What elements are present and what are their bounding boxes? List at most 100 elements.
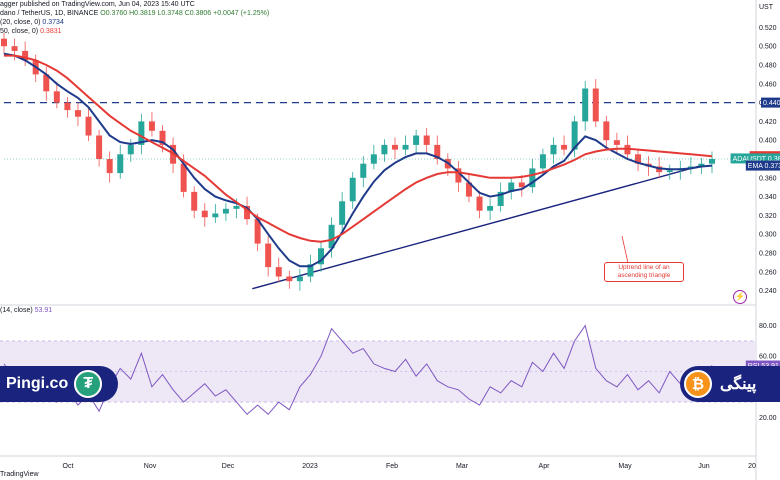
candle-body — [603, 121, 610, 141]
rsi-line — [3, 324, 713, 416]
trendline-annotation: Uptrend line of an ascending triangle — [604, 262, 684, 282]
candle-body — [222, 208, 229, 214]
candle-body — [709, 159, 715, 164]
price-tick-label: 0.240 — [759, 288, 777, 295]
candle-body — [582, 88, 589, 122]
price-tick-label: 0.460 — [759, 81, 777, 88]
candle-body — [539, 154, 546, 169]
price-tick-label: 0.520 — [759, 25, 777, 32]
candle-body — [74, 110, 81, 117]
time-axis-label: Dec — [222, 463, 235, 470]
candle-body — [360, 163, 367, 178]
candle-body — [201, 210, 208, 218]
price-tick-label: 0.260 — [759, 269, 777, 276]
candle-body — [635, 154, 642, 164]
time-axis-label: Oct — [63, 463, 74, 470]
ohlc-values: O0.3760 H0.3819 L0.3748 C0.3806 +0.0047 … — [100, 10, 270, 17]
time-axis-label: Mar — [456, 463, 469, 470]
lightning-icon[interactable]: ⚡ — [733, 290, 747, 304]
price-tick-label: 0.420 — [759, 119, 777, 126]
candle-body — [254, 219, 261, 244]
candle-body — [148, 121, 155, 131]
candle-body — [339, 201, 346, 225]
price-unit-label: UST — [759, 4, 774, 11]
time-axis-label: 2023 — [302, 463, 318, 470]
candle-body — [423, 135, 430, 145]
candle-body — [497, 191, 504, 206]
ema-20-line — [3, 52, 713, 268]
candle-body — [43, 74, 50, 92]
price-tag-label: EMA 0.373 — [748, 163, 780, 170]
candle-body — [127, 144, 134, 155]
candle-body — [487, 206, 494, 211]
rsi-tick-label: 80.00 — [759, 323, 777, 330]
annotation-pointer — [621, 235, 629, 264]
candle-body — [455, 168, 462, 183]
rsi-tick-label: 20.00 — [759, 415, 777, 422]
candle-body — [349, 177, 356, 202]
ma-50-line — [4, 54, 713, 243]
candle-body — [180, 163, 187, 192]
candle-body — [508, 182, 515, 192]
candle-body — [328, 224, 335, 249]
candle-body — [265, 243, 272, 268]
candle-body — [518, 182, 525, 188]
candle-body — [318, 248, 325, 265]
candle-body — [85, 116, 92, 136]
candle-body — [275, 267, 282, 277]
candle-body — [22, 50, 29, 61]
time-axis-label: Nov — [144, 463, 157, 470]
ema-legend-value: 0.3734 — [42, 19, 64, 26]
price-tick-label: 0.340 — [759, 194, 777, 201]
time-axis-label: Jun — [698, 463, 709, 470]
rsi-tick-label: 60.00 — [759, 354, 777, 361]
candle-body — [64, 102, 71, 111]
symbol-line: dano / TetherUS, 1D, BINANCE O0.3760 H0.… — [0, 10, 269, 17]
price-tick-label: 0.500 — [759, 44, 777, 51]
ma-legend-value: 0.3831 — [40, 28, 62, 35]
candle-body — [413, 135, 420, 145]
tradingview-logo[interactable]: TradingView — [0, 471, 39, 478]
candle-body — [1, 38, 7, 47]
candle-body — [106, 159, 113, 174]
bitcoin-icon: ₿ — [684, 370, 712, 398]
candle-body — [561, 144, 568, 150]
rsi-legend-value: 53.91 — [34, 307, 53, 314]
ma-legend-label: 50, close, 0) — [0, 28, 39, 35]
time-axis-label: Apr — [539, 463, 551, 470]
price-tick-label: 0.280 — [759, 251, 777, 258]
candle-body — [592, 88, 599, 122]
candle-body — [286, 276, 293, 282]
candle-body — [666, 170, 673, 173]
ma-legend: 50, close, 0) 0.3831 — [0, 28, 62, 35]
candle-body — [296, 276, 303, 282]
candle-body — [402, 144, 409, 150]
price-tag-bg — [745, 360, 780, 371]
candle-body — [529, 168, 536, 188]
rsi-legend: (14, close) 53.91 — [0, 307, 52, 314]
price-tag-label: ADAUSDT 0.380 — [733, 156, 780, 163]
ema-legend-label: (20, close, 0) — [0, 19, 41, 26]
candle-body — [476, 196, 483, 211]
symbol-name: dano / TetherUS, 1D, BINANCE — [0, 10, 99, 17]
price-tick-label: 0.480 — [759, 63, 777, 70]
candle-body — [53, 91, 60, 103]
candle-body — [11, 46, 18, 51]
price-tag-label: 0.440 — [763, 100, 780, 107]
candle-body — [244, 206, 251, 220]
candle-body — [613, 140, 620, 145]
price-tag-bg — [745, 160, 780, 171]
brand-right-name: پینگی — [720, 376, 757, 393]
brand-left-name: Pingi.co — [6, 375, 69, 392]
brand-right-badge: ₿ پینگی — [680, 366, 780, 402]
candle-body — [307, 264, 314, 277]
ema-legend: (20, close, 0) 0.3734 — [0, 19, 64, 26]
candle-body — [381, 144, 388, 155]
time-axis-label: 20 — [748, 463, 756, 470]
candle-body — [212, 213, 219, 218]
candle-body — [191, 191, 198, 211]
tether-icon: ₮ — [74, 370, 103, 398]
rsi-legend-label: (14, close) — [0, 307, 33, 314]
candle-body — [96, 135, 103, 159]
